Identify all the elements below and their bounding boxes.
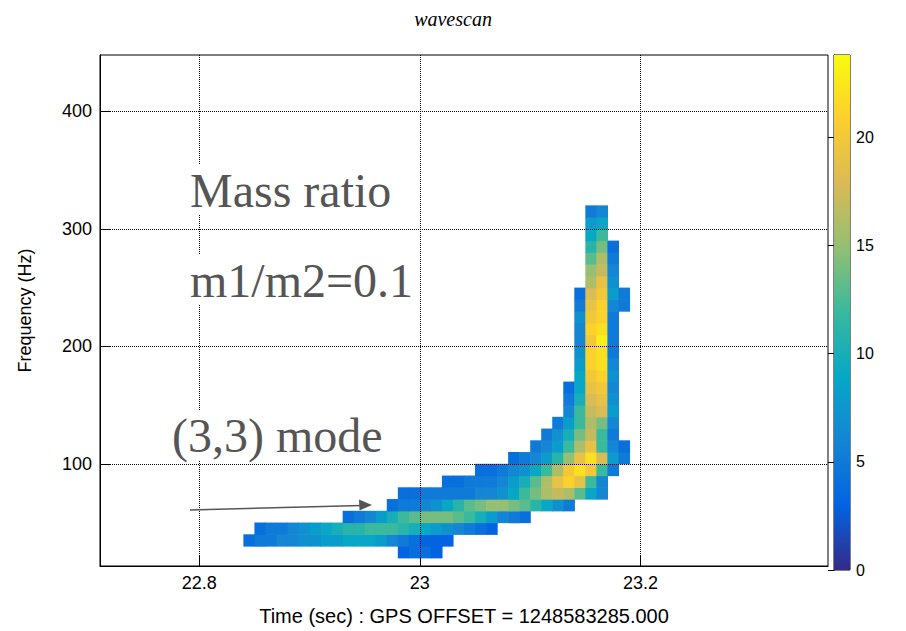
svg-text:400: 400 xyxy=(62,101,92,121)
svg-text:Frequency (Hz): Frequency (Hz) xyxy=(15,248,35,372)
svg-text:20: 20 xyxy=(856,129,874,146)
svg-text:200: 200 xyxy=(62,336,92,356)
svg-text:wavescan: wavescan xyxy=(414,8,492,30)
svg-text:Mass ratio: Mass ratio xyxy=(190,164,391,217)
svg-text:Time (sec) : GPS OFFSET = 1248: Time (sec) : GPS OFFSET = 1248583285.000 xyxy=(259,605,669,627)
svg-text:5: 5 xyxy=(856,453,865,470)
svg-text:100: 100 xyxy=(62,454,92,474)
svg-text:23.2: 23.2 xyxy=(623,573,658,593)
svg-text:23: 23 xyxy=(410,573,430,593)
svg-text:m1/m2=0.1: m1/m2=0.1 xyxy=(190,254,413,307)
svg-text:22.8: 22.8 xyxy=(182,573,217,593)
svg-text:(3,3) mode: (3,3) mode xyxy=(172,409,383,463)
svg-text:300: 300 xyxy=(62,219,92,239)
svg-text:15: 15 xyxy=(856,237,874,254)
svg-text:10: 10 xyxy=(856,345,874,362)
svg-text:0: 0 xyxy=(856,562,865,579)
